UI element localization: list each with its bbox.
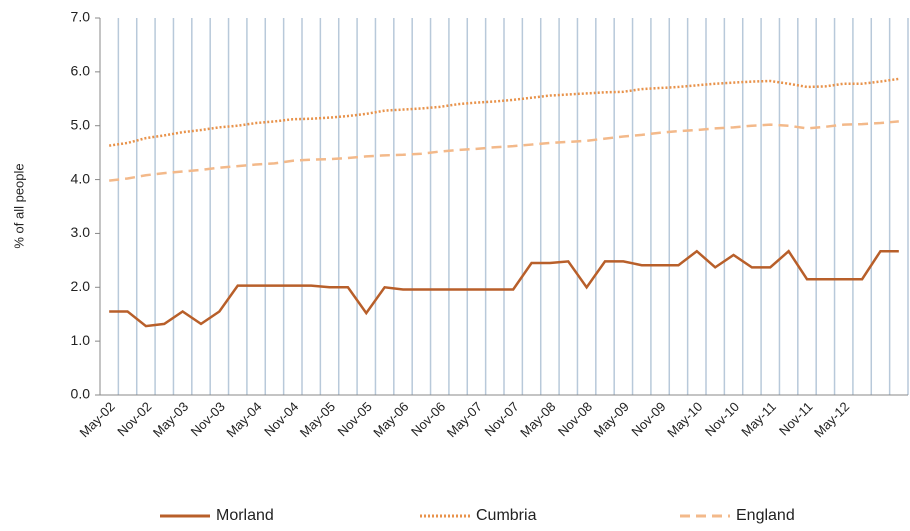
x-tick-label: Nov-02 [114,399,154,439]
x-tick-label: May-10 [664,399,705,440]
x-tick-label: Nov-08 [555,399,595,439]
x-tick-label: May-12 [811,399,852,440]
x-tick-label: Nov-09 [628,399,668,439]
legend-label: Morland [216,507,274,524]
line-morland [109,249,899,328]
x-tick-label: May-05 [297,399,338,440]
y-tick-label: 7.0 [71,9,91,25]
x-tick-label: May-08 [517,399,558,440]
y-tick-label: 6.0 [71,63,91,79]
x-tick-label: May-07 [444,399,485,440]
x-tick-label: Nov-07 [481,399,521,439]
line-cumbria [108,77,900,147]
x-tick-label: Nov-05 [335,399,375,439]
x-tick-label: Nov-03 [188,399,228,439]
y-tick-label: 4.0 [71,170,91,186]
y-tick-label: 1.0 [71,332,91,348]
legend-label: Cumbria [476,507,537,524]
y-tick-label: 2.0 [71,278,91,294]
x-tick-label: May-04 [223,399,264,440]
x-tick-label: May-11 [738,399,779,440]
x-tick-label: Nov-10 [702,399,742,439]
line-england [109,120,899,182]
y-axis-title: % of all people [11,163,26,248]
x-tick-label: Nov-11 [776,399,816,439]
y-tick-label: 0.0 [71,386,91,402]
x-tick-label: Nov-04 [261,399,301,439]
x-tick-label: May-03 [150,399,191,440]
y-tick-label: 3.0 [71,224,91,240]
x-tick-label: May-06 [370,399,411,440]
legend-label: England [736,507,795,524]
x-tick-label: May-09 [591,399,632,440]
x-tick-label: May-02 [76,399,117,440]
y-tick-label: 5.0 [71,116,91,132]
x-tick-label: Nov-06 [408,399,448,439]
